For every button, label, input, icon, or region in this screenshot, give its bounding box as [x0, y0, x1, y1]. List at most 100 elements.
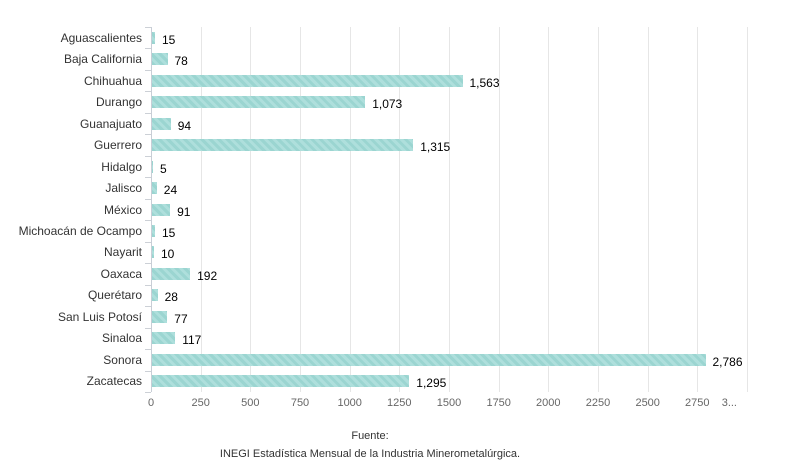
x-tick-label: 250 [191, 397, 210, 409]
gridline [697, 27, 699, 392]
y-axis-tick [145, 328, 151, 329]
gridline [449, 27, 450, 392]
x-axis-tick-labels: 0 250 500 750 1000 1250 1500 1750 2000 2250 2500 27… [147, 397, 747, 413]
bar-value-label: 117 [182, 333, 202, 348]
category-label: San Luis Potosí [57, 309, 142, 324]
category-label: Querétaro [87, 288, 142, 303]
bar-value-label: 1,295 [416, 376, 447, 391]
category-label: Jalisco [105, 181, 142, 195]
bar-value-label: 5 [160, 161, 167, 176]
y-axis-tick [145, 156, 151, 157]
y-axis-tick [145, 177, 151, 178]
bar-value-label: 24 [163, 183, 178, 197]
y-axis-tick [145, 285, 151, 286]
source-credit: Fuente: INEGI Estadística Mensual de la … [0, 429, 740, 461]
category-label: Michoacán de Ocampo [18, 224, 142, 238]
bar [152, 96, 366, 109]
gridline [250, 27, 252, 392]
bar-value-label: 28 [164, 290, 178, 305]
bar-value-label: 78 [174, 54, 188, 69]
bar [152, 117, 171, 130]
gridline [747, 27, 748, 392]
bar [152, 289, 158, 302]
x-tick-label: 750 [290, 397, 310, 409]
x-tick-label: 500 [241, 397, 260, 409]
category-label: Sinaloa [101, 331, 142, 346]
bar [152, 74, 463, 87]
y-axis-tick [145, 27, 151, 28]
bar-value-label: 94 [177, 118, 192, 133]
bar [152, 139, 414, 152]
y-axis-tick [145, 392, 151, 393]
y-axis-tick [145, 134, 151, 135]
y-axis-tick [145, 242, 151, 243]
bar-value-label: 77 [174, 311, 188, 326]
category-label: Zacatecas [86, 374, 142, 389]
bar-value-label: 15 [162, 32, 176, 47]
bar-value-label: 2,786 [712, 354, 743, 369]
x-tick-label: 0 [147, 397, 155, 409]
bar-value-label: 10 [161, 247, 175, 262]
source-credit-heading: Fuente: [351, 430, 389, 442]
category-label: México [103, 202, 142, 217]
y-axis-tick [145, 220, 151, 221]
category-label: Chihuahua [83, 73, 142, 88]
bar [152, 225, 155, 237]
bar [152, 246, 154, 259]
bar-value-label: 1,073 [372, 97, 403, 112]
bar [152, 332, 176, 345]
y-axis-tick [145, 306, 151, 307]
x-tick-label: 3... [721, 397, 737, 409]
source-credit-text: INEGI Estadística Mensual de la Industri… [219, 448, 521, 460]
category-label: Hidalgo [101, 159, 142, 174]
category-label: Guerrero [93, 138, 142, 153]
x-tick-label: 2250 [585, 397, 611, 409]
bar [152, 53, 168, 66]
gridline [399, 27, 401, 392]
gridline [300, 27, 301, 392]
bar-value-label: 1,315 [420, 140, 451, 155]
bar-value-label: 1,563 [469, 75, 500, 90]
x-tick-label: 2000 [536, 397, 561, 409]
gridline [647, 27, 649, 392]
plot-area: 15 78 1,563 1,073 94 1,315 5 24 91 15 10 192 28 77 117… [145, 27, 748, 393]
bar-value-label: 15 [162, 226, 176, 240]
category-label: Durango [95, 95, 142, 110]
y-axis-tick [145, 113, 151, 114]
y-axis-tick [145, 349, 151, 350]
bar [152, 267, 191, 280]
bar-value-label: 192 [197, 268, 218, 283]
category-label: Guanajuato [79, 116, 142, 131]
x-tick-label: 1750 [486, 397, 511, 409]
category-label: Sonora [103, 352, 142, 367]
gridline [498, 27, 500, 392]
y-axis-line [151, 27, 152, 392]
gridline [200, 27, 202, 392]
x-tick-label: 1000 [337, 397, 362, 409]
x-tick-label: 1250 [387, 397, 412, 409]
gridline [349, 27, 351, 392]
category-label: Baja California [63, 52, 142, 67]
y-axis-tick [145, 91, 151, 92]
bar [152, 182, 157, 194]
gridline [598, 27, 599, 392]
bar [152, 310, 168, 323]
y-axis-tick [145, 263, 151, 264]
y-axis-category-labels: Aguascalientes Baja California Chihuahua Du… [0, 27, 142, 392]
bar [152, 160, 153, 173]
bar [152, 375, 410, 388]
bar-value-label: 91 [177, 204, 191, 219]
y-axis-tick [145, 371, 151, 372]
category-label: Nayarit [103, 245, 142, 260]
x-tick-label: 2500 [635, 397, 660, 409]
bar [152, 203, 171, 216]
y-axis-tick [145, 199, 151, 200]
bar [152, 31, 155, 44]
bar [152, 353, 706, 366]
y-axis-tick [145, 48, 151, 49]
x-tick-label: 1500 [436, 397, 462, 409]
y-axis-tick [145, 70, 151, 71]
category-label: Oaxaca [100, 266, 142, 281]
gridline [548, 27, 550, 392]
